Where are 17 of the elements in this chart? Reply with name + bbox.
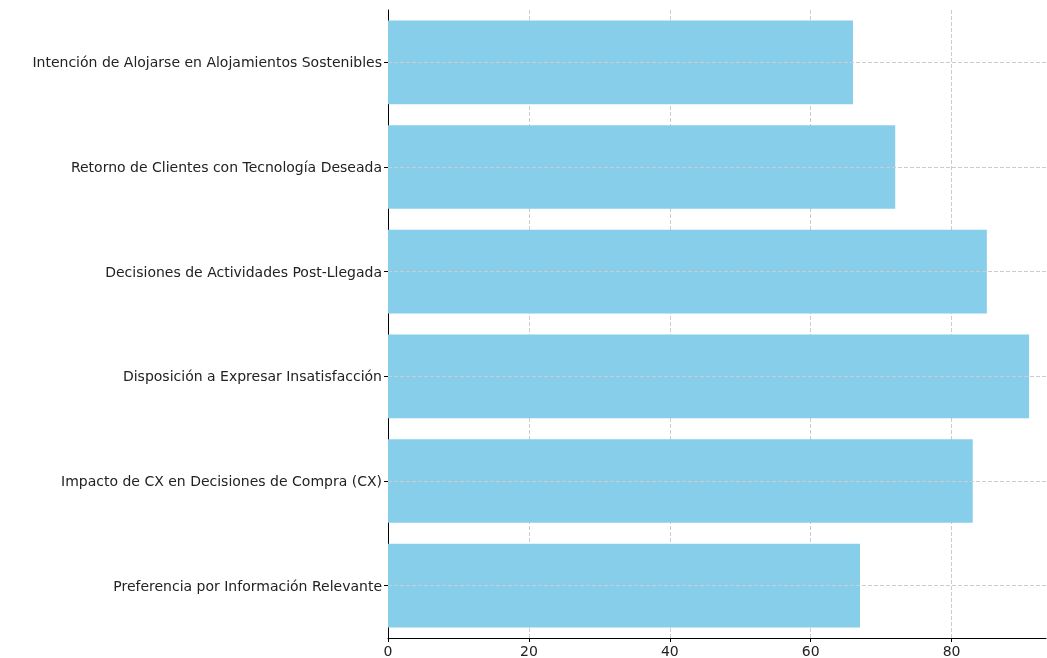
y-tick-label: Retorno de Clientes con Tecnología Deseada: [70, 159, 382, 175]
y-tick-label: Decisiones de Actividades Post-Llegada: [105, 263, 382, 280]
bar: [388, 334, 1030, 419]
bar: [388, 125, 896, 209]
x-tick-label: 0: [383, 643, 393, 658]
bar: [388, 439, 973, 523]
x-tick-label: 20: [519, 643, 538, 658]
x-tick-label: 60: [801, 643, 820, 658]
bar: [388, 20, 853, 105]
y-tick-label: Preferencia por Información Relevante: [113, 577, 382, 594]
bar: [388, 229, 987, 314]
y-tick-label: Disposición a Expresar Insatisfacción: [122, 368, 382, 385]
y-tick-label: Impacto de CX en Decisiones de Compra (CX): [61, 473, 382, 489]
y-tick-label: Intención de Alojarse en Alojamientos Sostenibles: [32, 54, 382, 71]
x-tick-label: 40: [660, 643, 679, 658]
bar: [388, 543, 861, 628]
x-tick-label: 80: [942, 643, 961, 658]
